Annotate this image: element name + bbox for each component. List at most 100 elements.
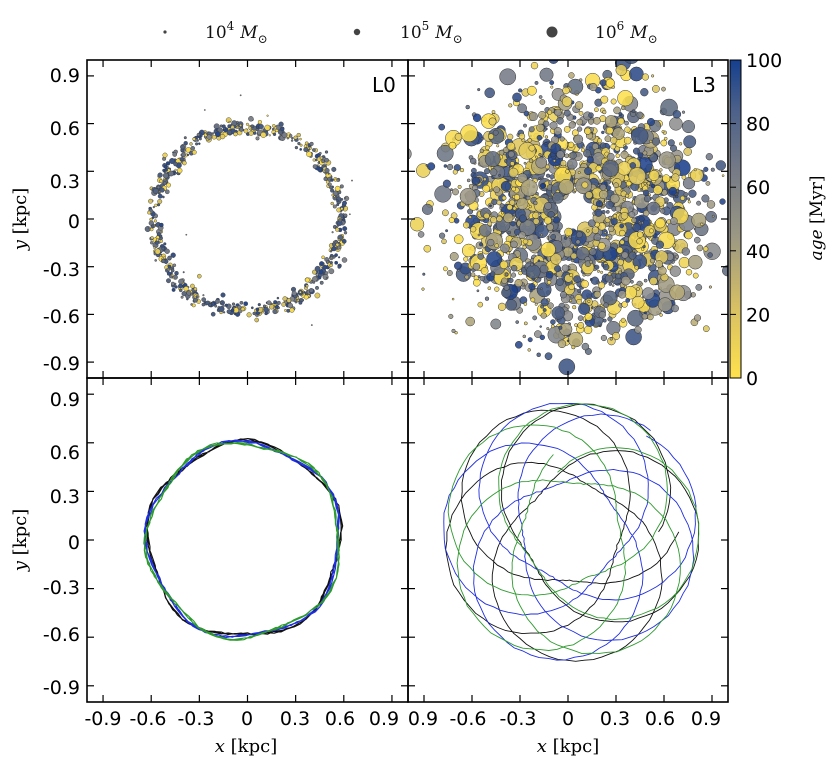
cluster-point [499, 260, 509, 269]
cluster-point [178, 283, 183, 289]
cluster-point [506, 142, 516, 151]
cluster-point [547, 302, 554, 309]
cluster-point [669, 117, 683, 131]
cluster-point [220, 292, 226, 298]
cluster-point [715, 160, 726, 171]
cluster-point [157, 172, 163, 178]
cluster-point [186, 297, 189, 301]
cluster-point [532, 211, 540, 219]
cluster-point [310, 324, 313, 326]
ytick-label: 0.9 [50, 65, 80, 87]
cluster-point [569, 299, 573, 302]
cluster-point [558, 358, 576, 376]
cluster-point [246, 312, 252, 318]
cluster-point [157, 191, 161, 195]
cluster-point [593, 116, 601, 125]
cluster-point [233, 125, 237, 129]
cluster-point [621, 275, 631, 286]
cluster-point [538, 110, 547, 120]
cluster-point [571, 259, 575, 263]
xtick-label: 0 [562, 708, 574, 730]
cluster-point [604, 115, 618, 128]
cluster-point [465, 104, 470, 110]
cluster-point [507, 133, 514, 140]
cluster-point [675, 254, 679, 259]
cluster-point [271, 127, 275, 131]
cluster-point [510, 272, 517, 278]
panel-tag-top-right: L3 [692, 73, 716, 97]
cluster-point [477, 275, 481, 279]
cluster-point [674, 239, 678, 243]
cluster-point [550, 216, 555, 221]
cluster-point [583, 325, 593, 335]
cluster-point [632, 223, 641, 232]
cluster-point [329, 261, 333, 265]
cluster-point [620, 105, 626, 111]
cluster-point [615, 153, 620, 158]
cluster-point [563, 109, 571, 117]
cluster-point [678, 256, 690, 269]
cluster-point [332, 190, 339, 197]
cluster-point [641, 73, 649, 81]
cluster-point [266, 114, 269, 117]
cluster-point [482, 184, 491, 193]
cluster-point [700, 222, 704, 226]
cluster-point [601, 209, 606, 215]
cluster-point [258, 124, 264, 130]
cluster-point [617, 256, 621, 260]
cluster-point [638, 216, 645, 222]
cluster-point [492, 129, 499, 136]
cluster-point [672, 110, 682, 119]
cluster-point [442, 179, 451, 188]
cluster-point [624, 120, 629, 126]
cluster-point [576, 298, 582, 305]
cluster-point [341, 257, 348, 263]
cluster-point [610, 143, 616, 150]
cluster-point [519, 214, 527, 223]
cluster-point [581, 289, 593, 301]
cluster-point [560, 160, 567, 167]
cluster-point [264, 311, 268, 316]
cluster-point [549, 121, 558, 130]
cluster-point [162, 181, 167, 186]
cluster-point [576, 231, 583, 239]
cluster-point [170, 252, 176, 258]
cluster-point [501, 195, 507, 201]
cluster-point [152, 188, 159, 195]
cluster-point [157, 193, 163, 199]
cluster-point [179, 157, 184, 162]
cluster-point [303, 147, 309, 152]
cluster-point [597, 242, 606, 250]
cluster-point [604, 198, 608, 202]
cluster-point [201, 302, 206, 307]
cluster-point [494, 243, 500, 249]
cluster-point [552, 192, 564, 204]
colorbar-tick-label: 40 [746, 241, 770, 263]
cluster-point [605, 210, 610, 214]
cluster-point [634, 326, 642, 334]
cluster-point [341, 238, 347, 244]
cluster-point [615, 64, 628, 76]
cluster-point [631, 109, 636, 114]
frame-bottom-right [407, 377, 729, 703]
cluster-point [694, 236, 701, 244]
cluster-point [606, 126, 614, 135]
cluster-point [556, 150, 565, 159]
cluster-point [662, 174, 671, 183]
axis-ticks [87, 60, 728, 702]
cluster-point [195, 142, 199, 146]
cluster-point [608, 384, 614, 390]
cluster-point [239, 123, 243, 127]
cluster-point [540, 233, 544, 237]
cluster-point [236, 125, 240, 129]
cluster-point [203, 109, 206, 111]
cluster-point [448, 217, 455, 224]
cluster-point [331, 193, 335, 197]
cluster-point [334, 253, 338, 257]
cluster-point [164, 168, 168, 172]
cluster-point [631, 217, 637, 224]
cluster-point [588, 259, 593, 264]
orbit-line [447, 403, 700, 655]
cluster-point [509, 199, 516, 206]
cluster-point [312, 276, 318, 282]
